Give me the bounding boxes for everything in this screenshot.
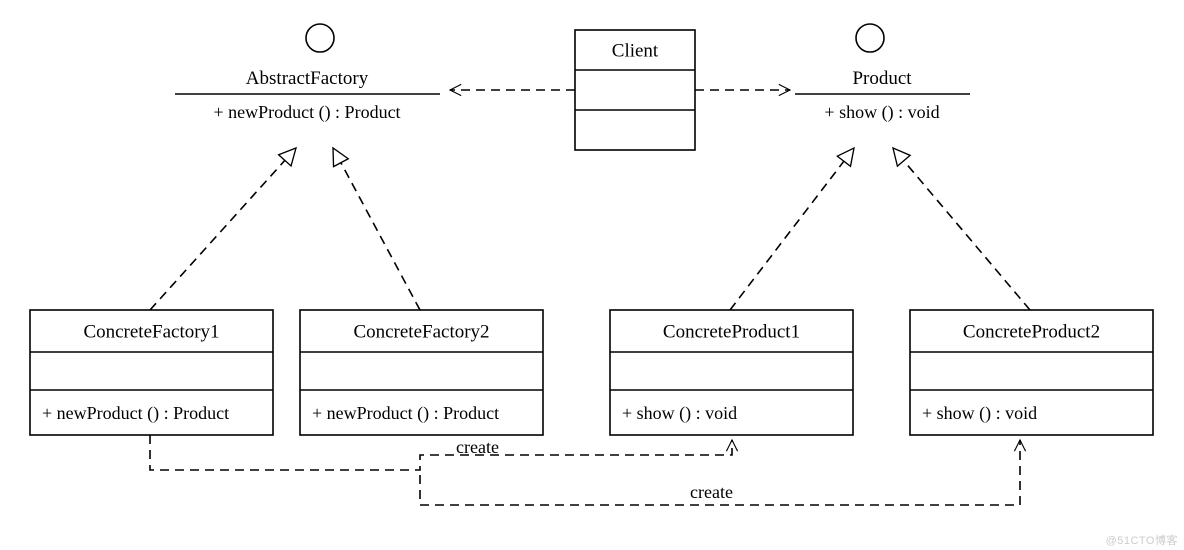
uml-diagram: AbstractFactory + newProduct () : Product… [0,0,1184,550]
class-client: Client [575,30,695,150]
class-method: + show () : void [622,403,737,424]
class-concrete_factory2: ConcreteFactory2 + newProduct () : Produc… [300,310,543,435]
interface-product: Product + show () : void [795,24,970,123]
class-method: + show () : void [922,403,1037,424]
interface-name: Product [852,68,912,89]
edge-label: create [456,437,499,457]
interface-method: + show () : void [824,102,939,123]
edge-label: create [690,482,733,502]
edge-cp1_impl [730,148,854,310]
edge-create1 [150,435,732,470]
edge-cf1_impl [150,148,296,310]
class-method: + newProduct () : Product [42,403,229,424]
edge-cp2_impl [893,148,1030,310]
class-name: Client [612,41,659,62]
interface-name: AbstractFactory [246,68,369,89]
class-name: ConcreteProduct2 [963,322,1100,343]
interface-method: + newProduct () : Product [213,102,400,123]
class-name: ConcreteProduct1 [663,322,800,343]
class-name: ConcreteFactory1 [83,322,219,343]
edge-cf2_impl [333,148,420,310]
class-concrete_factory1: ConcreteFactory1 + newProduct () : Produc… [30,310,273,435]
watermark: @51CTO博客 [1106,532,1178,548]
class-name: ConcreteFactory2 [353,322,489,343]
class-concrete_product2: ConcreteProduct2 + show () : void [910,310,1153,435]
interface-abstract_factory: AbstractFactory + newProduct () : Product [175,24,440,123]
class-concrete_product1: ConcreteProduct1 + show () : void [610,310,853,435]
class-method: + newProduct () : Product [312,403,499,424]
